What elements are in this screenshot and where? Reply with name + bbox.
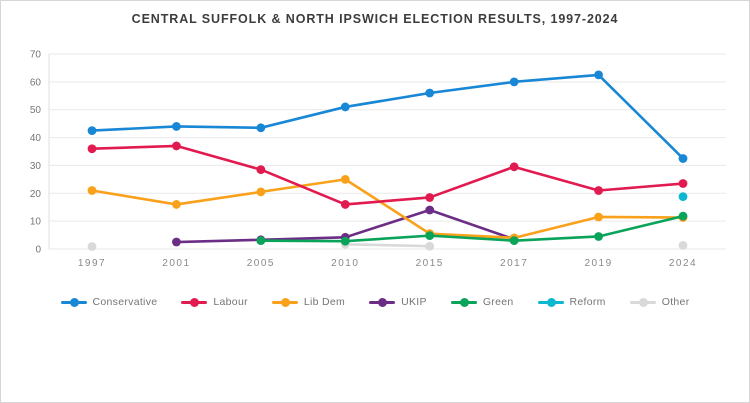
legend-marker-labour-icon	[181, 297, 208, 307]
legend-label-conservative: Conservative	[92, 296, 158, 308]
legend-marker-ukip-icon	[369, 297, 396, 307]
legend-marker-other-icon	[629, 297, 656, 307]
data-point-conservative	[340, 102, 350, 112]
data-point-lib-dem	[594, 212, 603, 222]
data-point-ukip	[172, 237, 181, 247]
series-line-other	[343, 242, 432, 248]
data-point-conservative	[256, 123, 266, 133]
data-point-green	[340, 236, 350, 246]
x-tick-label: 2010	[331, 258, 359, 269]
legend-dot	[638, 297, 648, 307]
x-tick-label: 1997	[78, 258, 106, 269]
data-point-reform	[678, 192, 688, 202]
data-point-green	[256, 236, 266, 246]
legend-dot	[190, 297, 200, 307]
x-tick-label: 2019	[584, 258, 612, 269]
data-point-green	[425, 231, 435, 241]
series-line-green	[259, 214, 685, 243]
x-tick-label: 2015	[416, 258, 444, 269]
y-tick-label: 60	[30, 77, 42, 88]
y-tick-label: 20	[30, 189, 42, 200]
legend-item-labour: Labour	[181, 296, 248, 308]
legend-label-lib-dem: Lib Dem	[303, 296, 346, 308]
data-point-labour	[87, 144, 97, 154]
data-point-labour	[594, 186, 603, 195]
series-line-labour	[90, 144, 685, 206]
legend-item-lib-dem: Lib Dem	[271, 296, 346, 308]
data-point-conservative	[509, 77, 519, 87]
legend-dot	[378, 297, 388, 307]
data-point-labour	[256, 165, 266, 175]
data-point-labour	[509, 162, 519, 172]
y-tick-label: 0	[35, 245, 41, 256]
data-point-other	[678, 240, 688, 250]
y-tick-label: 70	[30, 50, 42, 61]
data-point-labour	[172, 141, 181, 151]
legend-label-labour: Labour	[213, 296, 248, 308]
data-point-conservative	[678, 154, 688, 163]
chart-title: CENTRAL SUFFOLK & NORTH IPSWICH ELECTION…	[131, 12, 619, 26]
data-point-green	[594, 232, 603, 241]
data-point-conservative	[172, 122, 181, 131]
legend-marker-conservative-icon	[60, 297, 87, 307]
x-tick-label: 2005	[247, 258, 275, 269]
legend-marker-green-icon	[450, 297, 477, 307]
data-point-lib-dem	[172, 200, 181, 209]
legend-item-ukip: UKIP	[369, 296, 427, 308]
data-point-green	[678, 211, 688, 221]
legend-label-other: Other	[661, 296, 690, 308]
y-tick-label: 30	[30, 161, 42, 172]
x-tick-label: 2001	[162, 258, 190, 269]
data-point-labour	[425, 193, 435, 202]
legend-marker-lib-dem-icon	[271, 297, 298, 307]
legend-label-ukip: UKIP	[401, 296, 427, 308]
data-point-conservative	[425, 88, 435, 98]
legend-item-green: Green	[450, 296, 514, 308]
data-point-conservative	[594, 70, 603, 80]
data-point-labour	[340, 200, 350, 209]
plot-area: 0 10 20 30 40 50 60 70 1997 2001 2005 2010 2015 2017 2…	[30, 50, 726, 269]
legend-marker-reform-icon	[537, 297, 564, 307]
legend-label-reform: Reform	[569, 296, 606, 308]
data-point-other	[425, 241, 435, 251]
legend-item-conservative: Conservative	[60, 296, 158, 308]
legend-dot	[69, 297, 79, 307]
y-tick-label: 50	[30, 105, 42, 116]
data-point-lib-dem	[256, 187, 266, 197]
legend-dot	[280, 297, 290, 307]
data-point-green	[509, 236, 519, 246]
y-tick-label: 10	[30, 217, 42, 228]
legend-dot	[459, 297, 469, 307]
series-line-conservative	[90, 73, 685, 160]
data-point-lib-dem	[340, 174, 350, 184]
legend-item-other: Other	[629, 296, 690, 308]
data-point-ukip	[425, 205, 435, 215]
legend: Conservative Labour Lib Dem UKIP Green Reform…	[1, 296, 749, 308]
legend-item-reform: Reform	[537, 296, 606, 308]
y-tick-label: 40	[30, 133, 42, 144]
data-point-other	[87, 242, 97, 251]
data-point-lib-dem	[87, 186, 97, 195]
series-line-lib-dem	[90, 178, 685, 240]
legend-label-green: Green	[482, 296, 514, 308]
x-tick-label: 2024	[669, 258, 697, 269]
data-point-labour	[678, 179, 688, 188]
legend-dot	[546, 297, 556, 307]
data-point-conservative	[87, 126, 97, 136]
x-tick-label: 2017	[500, 258, 528, 269]
